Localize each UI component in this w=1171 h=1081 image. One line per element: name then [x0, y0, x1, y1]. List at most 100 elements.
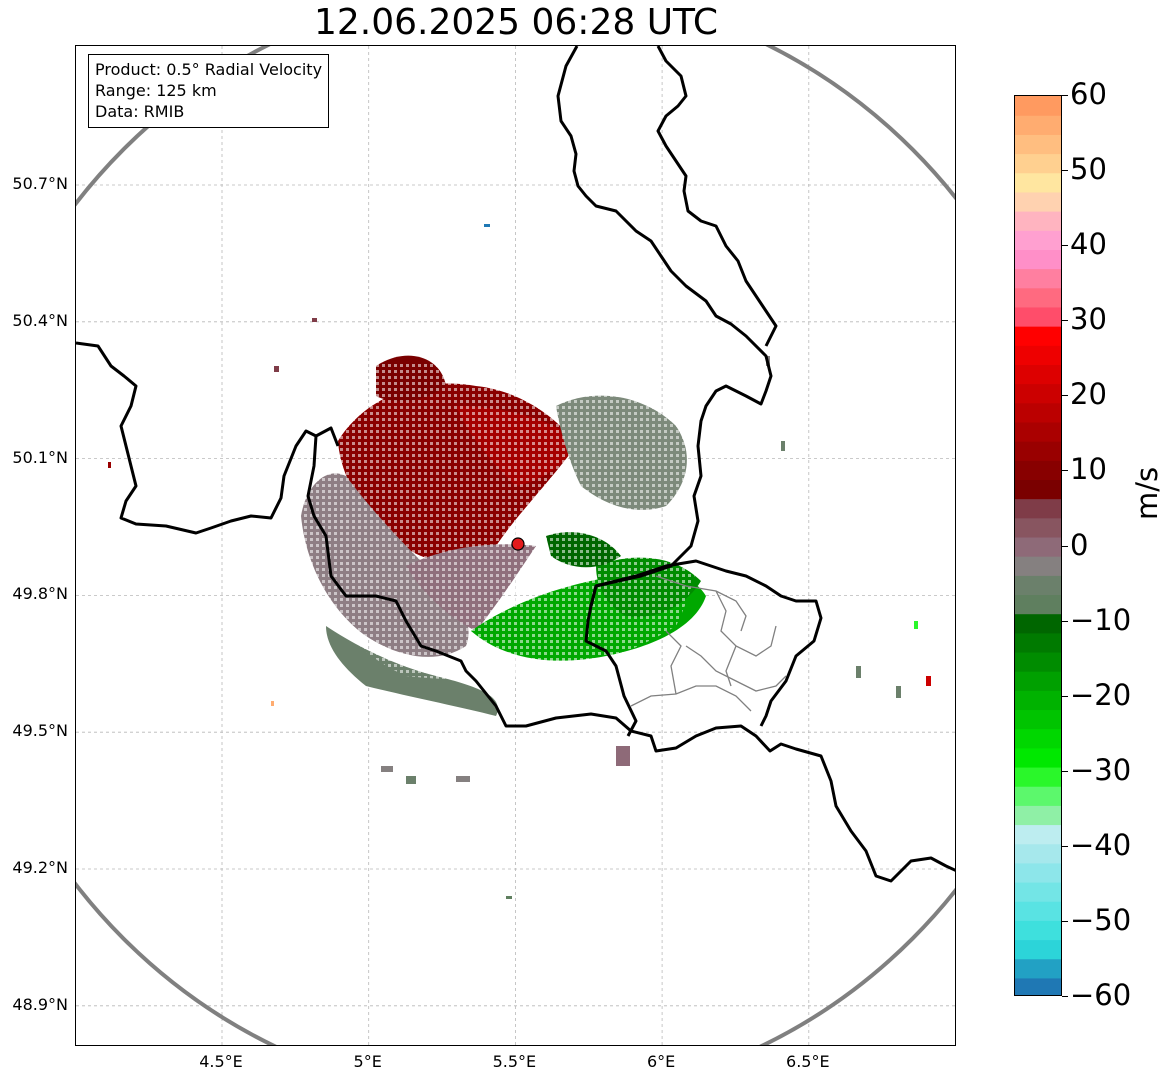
echo-fleck — [926, 676, 931, 686]
colorbar-swatch — [1015, 172, 1061, 193]
colorbar-tick-label: −40 — [1070, 828, 1132, 862]
colorbar-swatch — [1015, 498, 1061, 519]
colorbar-swatch — [1015, 824, 1061, 845]
colorbar-tick — [1062, 846, 1068, 847]
colorbar-tick-label: −20 — [1070, 678, 1132, 712]
velocity-colorbar — [1014, 95, 1062, 996]
colorbar-tick-label: 40 — [1070, 227, 1107, 261]
colorbar-swatch — [1015, 881, 1061, 902]
latitude-label: 49.2°N — [12, 858, 68, 877]
colorbar-tick — [1062, 546, 1068, 547]
colorbar-tick-label: −50 — [1070, 903, 1132, 937]
colorbar-swatch — [1015, 805, 1061, 826]
colorbar-swatch — [1015, 901, 1061, 921]
colorbar-swatch — [1015, 747, 1061, 768]
colorbar-swatch — [1015, 728, 1061, 749]
colorbar-swatch — [1015, 939, 1061, 960]
colorbar-tick-label: 30 — [1070, 302, 1107, 336]
colorbar-swatch — [1015, 134, 1061, 155]
colorbar-swatch — [1015, 230, 1061, 250]
colorbar-swatch — [1015, 690, 1061, 711]
echo-fleck — [271, 701, 274, 706]
product-info-box: Product: 0.5° Radial Velocity Range: 125… — [88, 54, 330, 128]
colorbar-swatch — [1015, 96, 1061, 116]
colorbar-swatch — [1015, 671, 1061, 691]
colorbar-tick-label: 20 — [1070, 377, 1107, 411]
colorbar-tick — [1062, 621, 1068, 622]
echo-fleck — [312, 318, 317, 322]
admin-line — [665, 630, 682, 695]
colorbar-swatch — [1015, 862, 1061, 883]
admin-borders — [630, 575, 787, 712]
longitude-label: 4.5°E — [199, 1052, 243, 1071]
country-borders — [76, 46, 955, 883]
colorbar-swatch — [1015, 517, 1061, 538]
admin-line — [685, 645, 787, 692]
colorbar-gradient — [1015, 96, 1061, 995]
colorbar-tick — [1062, 320, 1068, 321]
echo-fleck — [456, 776, 470, 782]
colorbar-tick — [1062, 395, 1068, 396]
colorbar-unit-label: m/s — [1130, 466, 1164, 520]
admin-line — [725, 645, 737, 687]
echo-fleck — [781, 441, 785, 451]
colorbar-tick-label: 60 — [1070, 77, 1107, 111]
echo-fleck — [108, 462, 111, 468]
echo-fleck — [896, 686, 901, 698]
colorbar-tick — [1062, 245, 1068, 246]
map-plot-area[interactable] — [75, 45, 956, 1046]
colorbar-swatch — [1015, 632, 1061, 653]
radar-site-marker[interactable] — [511, 537, 525, 551]
colorbar-tick — [1062, 996, 1068, 997]
colorbar-swatch — [1015, 536, 1061, 557]
latitude-label: 50.4°N — [12, 310, 68, 330]
colorbar-tick — [1062, 921, 1068, 922]
echo-fleck — [274, 366, 279, 372]
colorbar-swatch — [1015, 191, 1061, 212]
echo-fleck — [381, 766, 393, 772]
echo-fleck — [914, 621, 918, 629]
info-range: Range: 125 km — [95, 81, 217, 100]
colorbar-swatch — [1015, 575, 1061, 596]
colorbar-swatch — [1015, 364, 1061, 385]
colorbar-tick — [1062, 696, 1068, 697]
latitude-label: 49.8°N — [12, 584, 68, 604]
longitude-label: 6°E — [646, 1052, 676, 1071]
latitude-label: 48.9°N — [12, 994, 68, 1014]
border-west — [76, 341, 340, 535]
colorbar-swatch — [1015, 249, 1061, 270]
colorbar-swatch — [1015, 421, 1061, 442]
colorbar-swatch — [1015, 556, 1061, 576]
colorbar-tick — [1062, 170, 1068, 171]
latitude-label: 50.1°N — [12, 447, 68, 467]
colorbar-swatch — [1015, 402, 1061, 423]
echo-fleck — [406, 776, 416, 784]
colorbar-swatch — [1015, 460, 1061, 480]
colorbar-tick-label: 50 — [1070, 152, 1107, 186]
colorbar-tick-label: −10 — [1070, 603, 1132, 637]
map-title: 12.06.2025 06:28 UTC — [313, 2, 719, 43]
colorbar-swatch — [1015, 766, 1061, 787]
echo-fleck — [856, 666, 861, 678]
border-luxembourg — [589, 559, 823, 727]
colorbar-swatch — [1015, 115, 1061, 135]
colorbar-tick — [1062, 95, 1068, 96]
colorbar-swatch — [1015, 786, 1061, 806]
colorbar-tick-label: −60 — [1070, 978, 1132, 1012]
colorbar-swatch — [1015, 345, 1061, 365]
longitude-label: 6.5°E — [786, 1052, 830, 1071]
longitude-label: 5.5°E — [492, 1052, 537, 1071]
echo-texture — [299, 361, 705, 680]
admin-line — [655, 575, 747, 632]
colorbar-swatch — [1015, 153, 1061, 174]
longitude-label: 5°E — [353, 1052, 382, 1071]
colorbar-tick-label: 0 — [1070, 528, 1089, 562]
admin-line — [630, 685, 752, 712]
colorbar-swatch — [1015, 651, 1061, 672]
info-source: Data: RMIB — [95, 102, 185, 121]
latitude-label: 49.5°N — [12, 721, 68, 741]
colorbar-swatch — [1015, 958, 1061, 979]
colorbar-swatch — [1015, 306, 1061, 327]
colorbar-swatch — [1015, 441, 1061, 461]
colorbar-swatch — [1015, 977, 1061, 995]
